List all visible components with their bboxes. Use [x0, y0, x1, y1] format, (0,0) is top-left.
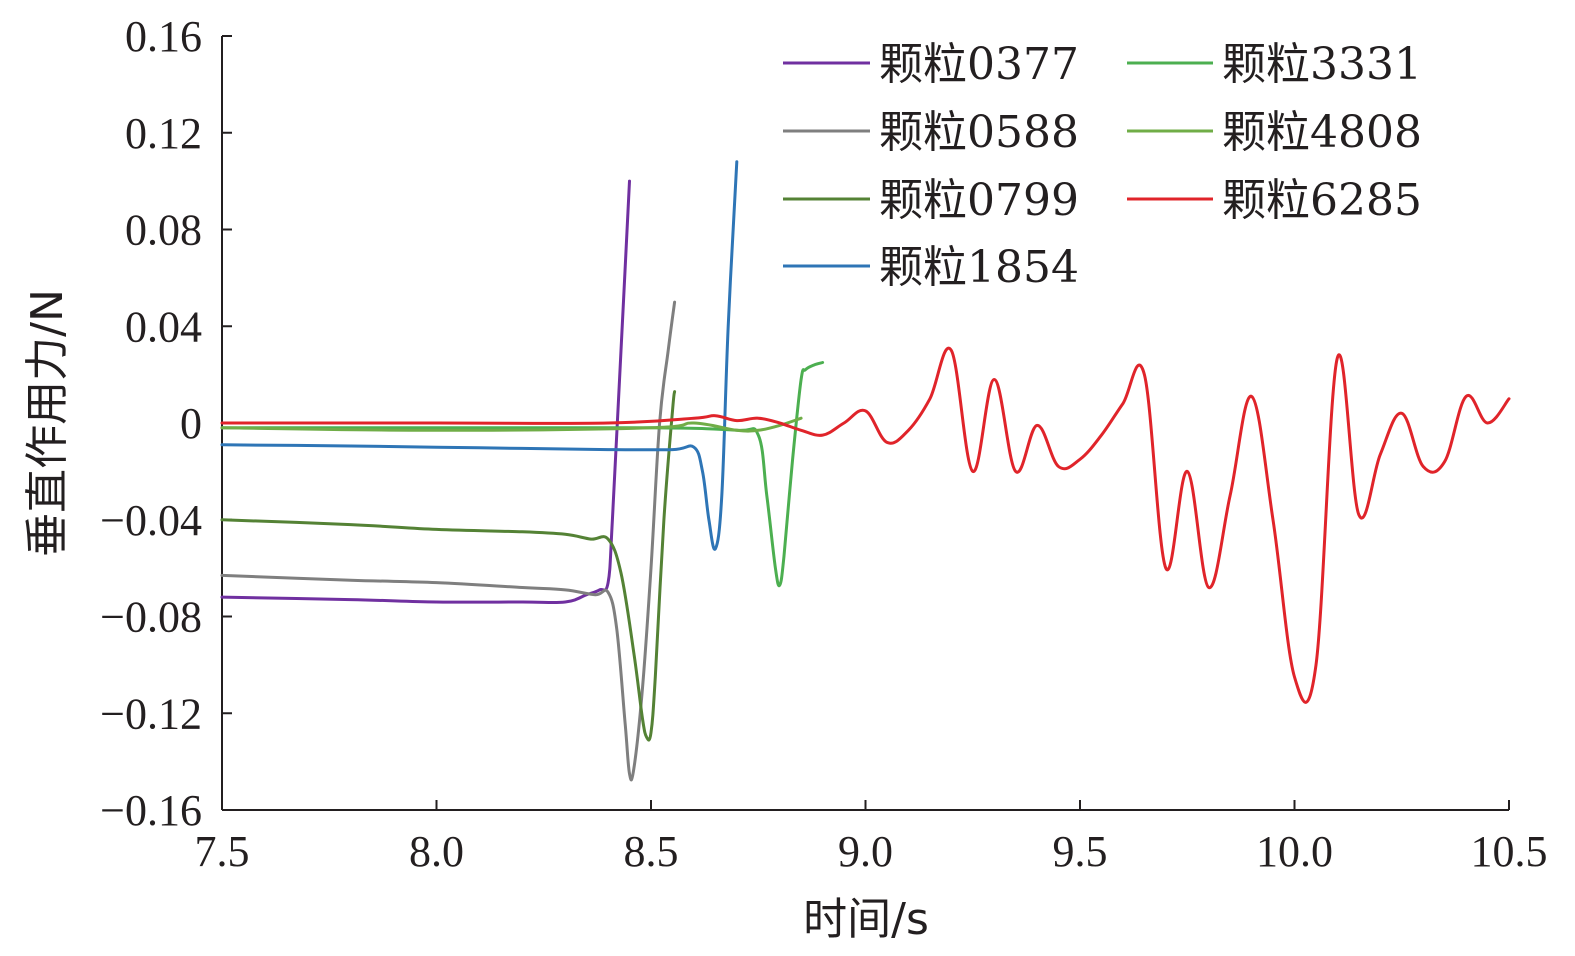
y-axis-title: 垂直作用力/N — [22, 289, 73, 557]
y-tick-label: −0.16 — [100, 786, 202, 835]
x-tick-label: 10.5 — [1471, 827, 1548, 876]
series-line-6 — [220, 416, 803, 433]
series-line-1 — [220, 179, 631, 605]
y-tick-label: 0.04 — [125, 302, 202, 351]
x-tick-label: 7.5 — [195, 827, 250, 876]
y-ticks: 0.16 0.12 0.08 0.04 0 −0.04 −0.08 −0.12 −0.16 — [100, 12, 232, 835]
y-tick-label: 0 — [180, 399, 202, 448]
x-ticks: 7.5 8.0 8.5 9.0 9.5 10.0 10.5 — [195, 800, 1548, 876]
x-tick-label: 8.5 — [624, 827, 679, 876]
y-tick-label: 0.08 — [125, 206, 202, 255]
y-tick-label: −0.12 — [100, 689, 202, 738]
x-tick-label: 8.0 — [409, 827, 464, 876]
legend-label: 颗粒1854 — [879, 242, 1079, 293]
y-tick-label: 0.16 — [125, 12, 202, 61]
series-line-3 — [220, 390, 677, 742]
y-tick-label: 0.12 — [125, 109, 202, 158]
x-tick-label: 9.5 — [1053, 827, 1108, 876]
y-tick-label: −0.04 — [100, 496, 202, 545]
legend-label: 颗粒0377 — [879, 39, 1079, 90]
series-line-7 — [220, 346, 1511, 704]
legend-label: 颗粒6285 — [1222, 175, 1422, 226]
series-line-4 — [220, 160, 739, 551]
legend-label: 颗粒0588 — [879, 107, 1079, 158]
legend-label: 颗粒3331 — [1222, 39, 1422, 90]
legend-label: 颗粒0799 — [879, 175, 1079, 226]
legend-label: 颗粒4808 — [1222, 107, 1422, 158]
series-line-5 — [220, 361, 825, 588]
x-tick-label: 10.0 — [1256, 827, 1333, 876]
series-line-2 — [220, 300, 677, 782]
x-axis-title: 时间/s — [803, 894, 929, 945]
x-tick-label: 9.0 — [838, 827, 893, 876]
series-layer — [220, 160, 1511, 782]
legend: 颗粒0377 颗粒0588 颗粒0799 颗粒1854 颗粒3331 颗粒4808 颗粒62… — [783, 39, 1422, 293]
y-tick-label: −0.08 — [100, 593, 202, 642]
